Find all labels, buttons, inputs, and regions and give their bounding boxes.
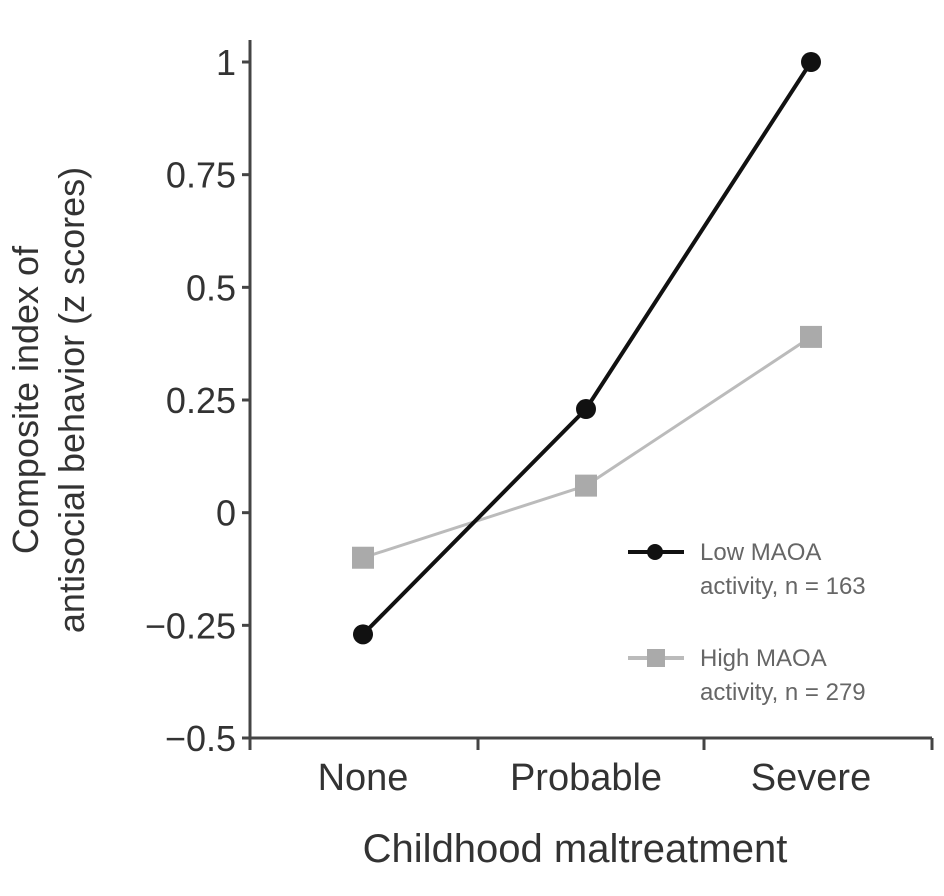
series-line — [362, 335, 812, 560]
legend-label: Low MAOA — [700, 539, 821, 566]
y-tick-label: −0.25 — [145, 605, 236, 646]
legend-label: activity, n = 279 — [700, 679, 866, 706]
y-axis-label-line1: Composite index of — [5, 245, 46, 554]
data-point-diamond — [576, 399, 596, 420]
y-tick-label: 1 — [216, 42, 236, 83]
data-point-diamond — [353, 624, 373, 645]
y-axis-label-line2: antisocial behavior (z scores) — [51, 167, 92, 633]
y-tick-label: 0.25 — [166, 380, 236, 421]
x-tick-label: Probable — [510, 757, 662, 799]
y-tick-label: 0 — [216, 493, 236, 534]
data-point-square — [800, 325, 822, 348]
y-tick-label: −0.5 — [165, 718, 236, 759]
data-point-square — [352, 546, 374, 569]
y-tick-label: 0.5 — [186, 267, 236, 308]
y-tick-label: 0.75 — [166, 155, 236, 196]
x-tick-label: Severe — [751, 757, 871, 799]
legend-label: activity, n = 163 — [700, 573, 866, 600]
legend-marker-diamond — [647, 544, 663, 560]
legend-marker-square — [647, 649, 665, 667]
x-axis-label: Childhood maltreatment — [363, 827, 788, 871]
data-point-square — [575, 474, 597, 497]
x-tick-label: None — [318, 757, 409, 799]
legend-label: High MAOA — [700, 645, 827, 672]
data-point-diamond — [801, 52, 821, 72]
